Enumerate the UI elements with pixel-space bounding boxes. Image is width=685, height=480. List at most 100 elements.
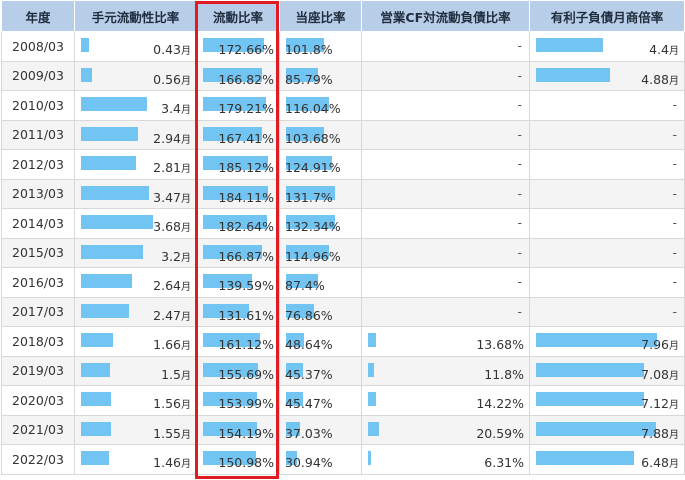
debt-value: 7.08月: [641, 357, 679, 385]
cf-cell: -: [361, 208, 530, 239]
quick-cell: 87.4%: [279, 267, 362, 298]
current-cell: 161.12%: [196, 326, 280, 357]
debt-bar: [536, 333, 657, 348]
quick-number: 101.8%: [285, 42, 333, 58]
quick-number: 87.4%: [285, 278, 325, 294]
liquidity-bar: [81, 185, 149, 200]
month-unit: 月: [181, 459, 191, 471]
liquidity-bar: [81, 303, 130, 318]
liquidity-value: 2.47月: [153, 298, 191, 326]
current-bar: [203, 244, 262, 259]
empty-value: -: [672, 274, 677, 290]
debt-cell: 7.88月: [529, 414, 685, 445]
liquidity-value: 2.81月: [153, 150, 191, 178]
cf-value: 13.68%: [476, 327, 524, 355]
table-row: 2017/03 2.47月 131.61% 76.86% - -: [1, 296, 685, 327]
current-value: 131.61%: [218, 298, 274, 326]
quick-bar: [286, 185, 335, 200]
debt-number: 4.88: [641, 71, 669, 87]
quick-number: 85.79%: [285, 71, 333, 87]
current-bar: [203, 156, 269, 171]
debt-number: 7.88: [641, 425, 669, 441]
current-cell: 182.64%: [196, 208, 280, 239]
year-cell: 2015/03: [1, 237, 75, 268]
debt-cell: -: [529, 237, 685, 268]
debt-number: 4.4: [649, 42, 669, 58]
current-number: 150.98%: [218, 455, 274, 471]
current-value: 153.99%: [218, 386, 274, 414]
current-cell: 155.69%: [196, 355, 280, 386]
liquidity-value: 1.46月: [153, 445, 191, 473]
liquidity-cell: 1.46月: [74, 444, 197, 475]
liquidity-bar: [81, 126, 139, 141]
quick-value: 131.7%: [285, 180, 333, 208]
empty-value: -: [517, 67, 522, 83]
current-bar: [203, 362, 258, 377]
liquidity-bar: [81, 333, 114, 348]
current-value: 155.69%: [218, 357, 274, 385]
liquidity-value: 1.5月: [161, 357, 191, 385]
current-cell: 153.99%: [196, 385, 280, 416]
current-number: 167.41%: [218, 130, 274, 146]
quick-cell: 131.7%: [279, 178, 362, 209]
cf-cell: 6.31%: [361, 444, 530, 475]
quick-bar: [286, 97, 329, 112]
month-unit: 月: [669, 429, 679, 441]
current-cell: 167.41%: [196, 119, 280, 150]
debt-bar: [536, 67, 611, 82]
month-unit: 月: [181, 164, 191, 176]
current-number: 184.11%: [218, 189, 274, 205]
quick-number: 132.34%: [285, 219, 341, 235]
current-value: 166.87%: [218, 239, 274, 267]
cf-number: 13.68%: [476, 337, 524, 353]
month-unit: 月: [181, 311, 191, 323]
cf-bar: [368, 421, 380, 436]
quick-bar: [286, 38, 324, 53]
empty-value: -: [517, 38, 522, 54]
quick-value: 85.79%: [285, 62, 333, 90]
liquidity-number: 1.55: [153, 425, 181, 441]
liquidity-cell: 3.47月: [74, 178, 197, 209]
quick-bar: [286, 156, 333, 171]
quick-value: 101.8%: [285, 32, 333, 60]
year-cell: 2010/03: [1, 90, 75, 121]
month-unit: 月: [669, 370, 679, 382]
empty-value: -: [672, 244, 677, 260]
debt-cell: -: [529, 178, 685, 209]
current-cell: 166.82%: [196, 60, 280, 91]
empty-value: -: [517, 185, 522, 201]
empty-value: -: [517, 274, 522, 290]
table-row: 2009/03 0.56月 166.82% 85.79% -4.88月: [1, 60, 685, 91]
current-bar: [203, 451, 257, 466]
liquidity-value: 3.47月: [153, 180, 191, 208]
empty-value: -: [517, 156, 522, 172]
header-current-ratio: 流動比率: [196, 0, 280, 32]
empty-value: -: [672, 126, 677, 142]
cf-bar: [368, 451, 372, 466]
year-cell: 2021/03: [1, 414, 75, 445]
empty-value: -: [672, 156, 677, 172]
current-value: 150.98%: [218, 445, 274, 473]
month-unit: 月: [181, 75, 191, 87]
debt-cell: 4.88月: [529, 60, 685, 91]
cf-bar: [368, 362, 375, 377]
table-row: 2011/03 2.94月 167.41% 103.68% - -: [1, 119, 685, 150]
quick-number: 45.47%: [285, 396, 333, 412]
current-number: 155.69%: [218, 366, 274, 382]
table-row: 2008/03 0.43月 172.66% 101.8% -4.4月: [1, 31, 685, 62]
header-debt-ratio: 有利子負債月商倍率: [529, 0, 685, 32]
empty-value: -: [672, 97, 677, 113]
table-row: 2012/03 2.81月 185.12% 124.91% - -: [1, 149, 685, 180]
empty-value: -: [517, 126, 522, 142]
cf-bar: [368, 392, 376, 407]
empty-value: -: [517, 97, 522, 113]
month-unit: 月: [181, 46, 191, 58]
liquidity-cell: 1.66月: [74, 326, 197, 357]
current-value: 166.82%: [218, 62, 274, 90]
current-number: 131.61%: [218, 307, 274, 323]
month-unit: 月: [181, 341, 191, 353]
cf-cell: -: [361, 237, 530, 268]
debt-number: 6.48: [641, 455, 669, 471]
quick-number: 124.91%: [285, 160, 341, 176]
